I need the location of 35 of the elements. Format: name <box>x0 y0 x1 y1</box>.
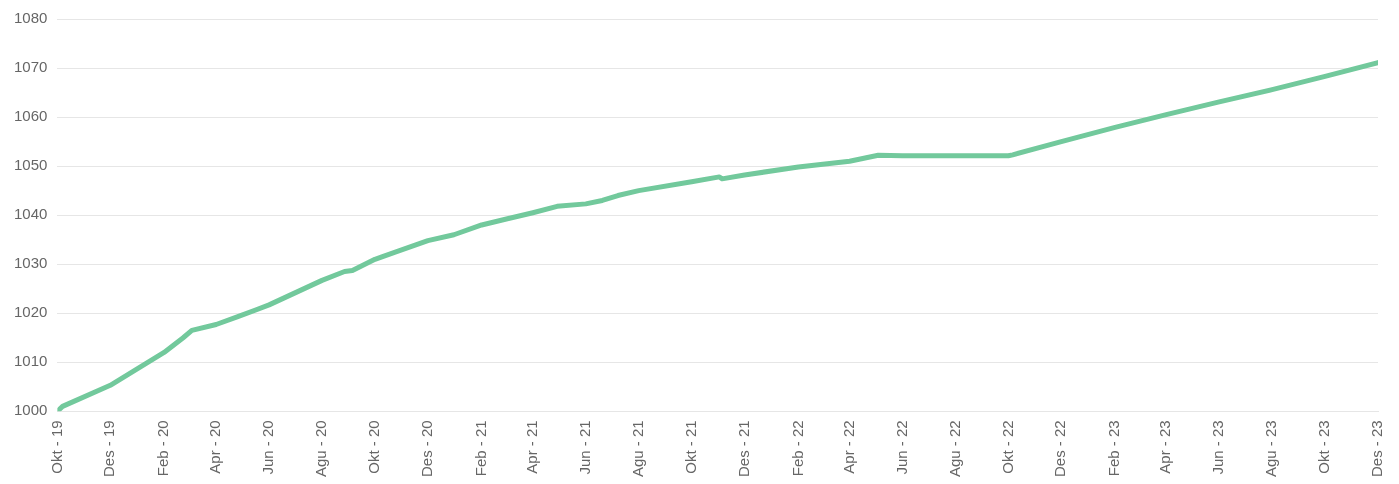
y-tick-label: 1000 <box>13 401 48 419</box>
x-tick-label: Feb - 20 <box>154 420 172 477</box>
x-tick-label: Jun - 20 <box>259 420 277 475</box>
y-tick-label: 1080 <box>13 9 48 27</box>
x-tick-label: Des - 19 <box>100 420 118 477</box>
y-tick-label: 1070 <box>13 58 48 76</box>
x-tick-label: Apr - 21 <box>523 420 541 474</box>
x-tick-label: Apr - 20 <box>206 420 224 474</box>
x-tick-label: Des - 20 <box>418 420 436 477</box>
x-tick-label: Agu - 21 <box>628 420 646 478</box>
x-tick-label: Apr - 23 <box>1156 420 1174 474</box>
x-tick-label: Jun - 21 <box>575 420 593 475</box>
y-tick-label: 1030 <box>13 254 48 272</box>
y-tick-label: 1020 <box>13 303 48 321</box>
x-tick-label: Agu - 20 <box>312 420 330 478</box>
x-tick-label: Okt - 23 <box>1315 420 1333 474</box>
x-tick-label: Okt - 20 <box>365 420 383 474</box>
y-tick-label: 1010 <box>13 352 48 370</box>
x-tick-label: Des - 22 <box>1051 420 1069 477</box>
y-tick-label: 1060 <box>13 107 48 125</box>
x-tick-label: Jun - 22 <box>892 420 910 475</box>
x-tick-label: Apr - 22 <box>839 420 857 474</box>
x-tick-label: Des - 23 <box>1368 420 1386 477</box>
x-tick-label: Agu - 23 <box>1262 420 1280 478</box>
x-tick-label: Feb - 21 <box>471 420 489 477</box>
x-tick-label: Okt - 19 <box>47 420 65 474</box>
x-tick-label: Feb - 22 <box>788 420 806 477</box>
x-tick-label: Jun - 23 <box>1209 420 1227 475</box>
x-tick-label: Agu - 22 <box>945 420 963 478</box>
x-tick-label: Okt - 22 <box>998 420 1016 474</box>
x-tick-label: Okt - 21 <box>681 420 699 474</box>
y-tick-label: 1050 <box>13 156 48 174</box>
x-tick-label: Feb - 23 <box>1105 420 1123 477</box>
y-tick-label: 1040 <box>13 205 48 223</box>
x-tick-label: Des - 21 <box>734 420 752 477</box>
